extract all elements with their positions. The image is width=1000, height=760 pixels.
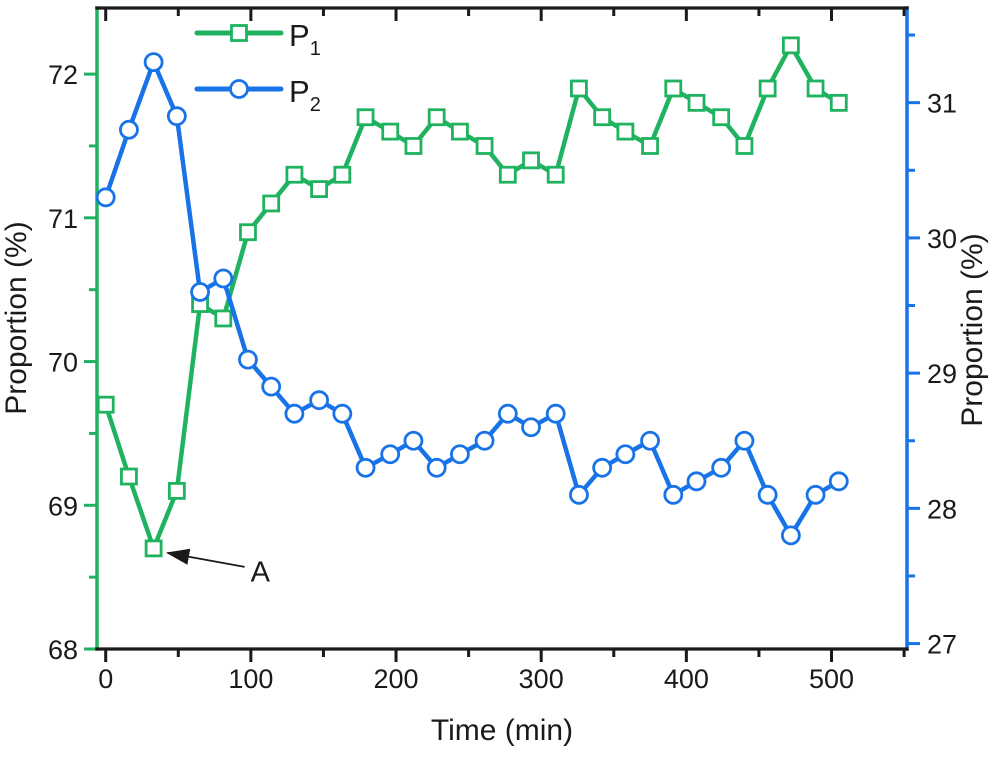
p2-marker [355,457,376,478]
right-tick-label: 31 [927,89,957,119]
p2-marker [640,430,660,451]
p2-marker [166,106,187,127]
p1-marker [712,108,731,127]
p2-marker [569,484,589,505]
p1-marker [333,165,352,184]
p1-marker [593,108,612,127]
p2-marker [780,525,801,546]
p1-marker [616,122,635,141]
legend-marker-p2 [229,79,249,99]
x-tick-label: 400 [664,664,709,694]
p1-marker [144,539,163,558]
p1-marker [758,79,777,98]
p2-marker [332,403,353,424]
p1-marker [687,93,706,112]
axis-ticks [84,8,920,662]
p2-marker [711,457,732,478]
p2-marker [380,444,401,465]
p1-marker [546,165,565,184]
left-tick-label: 71 [48,204,78,234]
p1-marker [310,180,328,198]
p1-marker [96,395,115,414]
tick-labels: 0 100 200 300 400 500 68 69 70 71 72 27 28 29 30 31 [48,60,957,694]
p1-marker [451,122,469,141]
legend: P1 P2 [194,18,321,116]
p2-marker [615,444,636,465]
p2-marker [521,417,541,438]
left-axis-label: Proportion (%) [0,221,33,414]
x-tick-label: 200 [374,664,419,694]
p2-marker [734,430,755,451]
x-tick-label: 300 [519,664,564,694]
p2-marker [95,187,116,208]
p2-marker [284,403,305,424]
p2-marker [450,444,470,465]
p1-marker [664,79,683,98]
p1-marker [285,165,304,184]
right-axis-label: Proportion (%) [956,233,989,426]
p1-marker [570,79,588,98]
p1-marker [498,165,517,184]
p2-marker [592,457,613,478]
left-tick-label: 68 [48,635,78,665]
annotation-a-arrow [165,548,245,568]
legend-marker-p1 [230,24,248,42]
left-tick-label: 70 [48,348,78,378]
legend-label-p1: P1 [289,18,321,60]
left-tick-label: 69 [48,491,78,521]
p1-marker [404,137,423,155]
p1-marker [214,309,233,328]
p2-marker [663,484,684,505]
p1-marker [427,108,446,127]
right-tick-label: 29 [927,359,957,389]
p2-marker [686,471,707,492]
p2-marker [497,403,518,424]
data-series [95,36,849,558]
p1-marker [356,108,375,127]
p2-marker [403,430,424,451]
right-tick-label: 27 [927,630,957,660]
axis-spines [95,6,909,651]
p2-marker [545,403,566,424]
p1-marker [781,36,800,55]
left-tick-label: 72 [48,60,78,90]
p1-marker [120,467,138,486]
x-tick-label: 100 [228,664,273,694]
right-tick-label: 30 [927,224,957,254]
x-axis-label: Time (min) [431,714,573,747]
p2-marker [426,457,447,478]
legend-swatches [194,24,284,99]
p2-marker [119,119,139,140]
p2-marker [805,484,826,505]
p1-marker [522,151,540,170]
p2-marker [213,268,234,289]
x-tick-label: 500 [809,664,854,694]
p1-marker [381,122,400,141]
p2-marker [190,282,210,302]
p1-marker [735,137,754,155]
p1-marker [806,79,825,98]
p2-marker [238,349,258,370]
p2-marker [474,430,495,451]
p1-marker [167,482,186,500]
right-tick-label: 28 [927,494,957,524]
p1-marker [829,93,848,112]
x-tick-label: 0 [98,664,113,694]
p1-marker [641,137,659,155]
annotation-a-label: A [251,556,271,588]
p1-marker [262,194,281,213]
p1-marker [475,137,494,155]
p2-marker [261,376,282,397]
annotation-a: A [165,548,271,588]
p2-marker [828,471,849,492]
p2-marker [143,52,164,72]
p2-marker [757,484,778,505]
p1-marker [239,223,257,242]
legend-label-p2: P2 [289,74,321,116]
p2-marker [309,390,329,411]
